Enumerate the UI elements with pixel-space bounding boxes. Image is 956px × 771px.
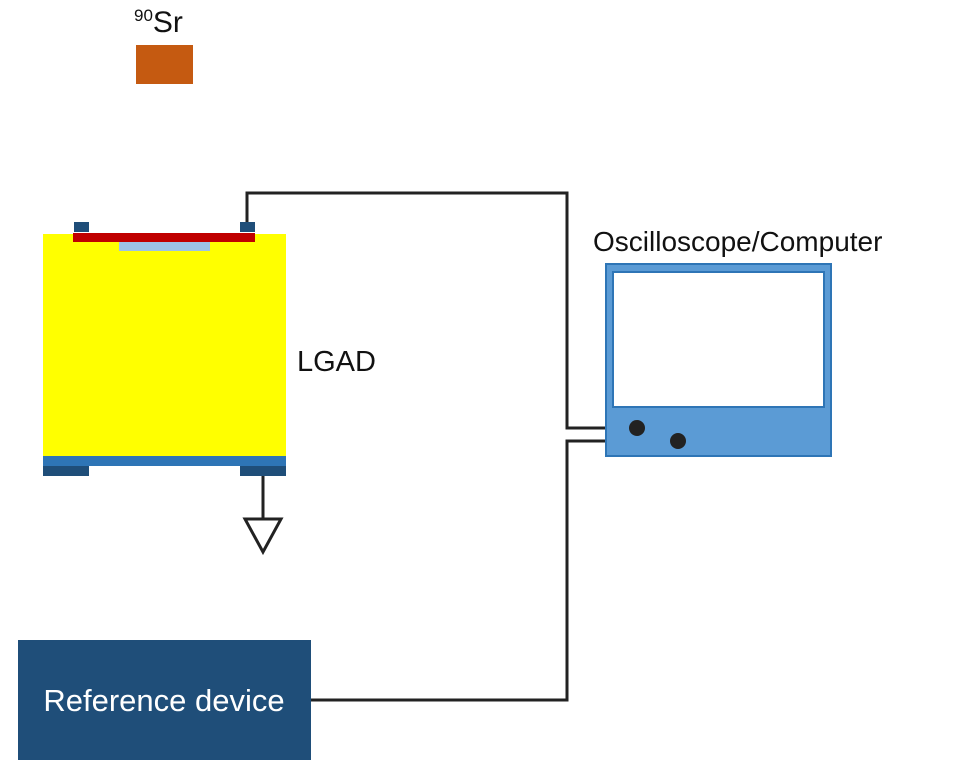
lgad-top-implant (73, 233, 255, 242)
lgad-label: LGAD (297, 346, 376, 378)
lgad-top-pad-right (240, 222, 255, 232)
lgad-bulk (43, 234, 286, 456)
reference-device-box (18, 640, 311, 760)
lgad-gain-layer (119, 242, 210, 251)
source-label: 90Sr (134, 6, 183, 39)
scope-input-2 (670, 433, 686, 449)
scope-input-1 (629, 420, 645, 436)
lgad-signal-wire (245, 191, 637, 430)
source-block (136, 45, 193, 84)
source-mass-number: 90 (134, 6, 153, 25)
scope-label: Oscilloscope/Computer (593, 226, 882, 257)
source-element: Sr (153, 6, 183, 39)
reference-signal-wire (311, 439, 678, 702)
lgad-bottom-pad-left (43, 466, 89, 476)
lgad-backside-layer (43, 456, 286, 466)
lgad-sensor (43, 222, 286, 476)
oscilloscope (605, 263, 832, 457)
reference-device-label: Reference device (43, 683, 284, 718)
scope-screen (612, 271, 825, 408)
ground-symbol (242, 517, 284, 556)
lgad-top-pad-left (74, 222, 89, 232)
lgad-bottom-pad-right (240, 466, 286, 476)
